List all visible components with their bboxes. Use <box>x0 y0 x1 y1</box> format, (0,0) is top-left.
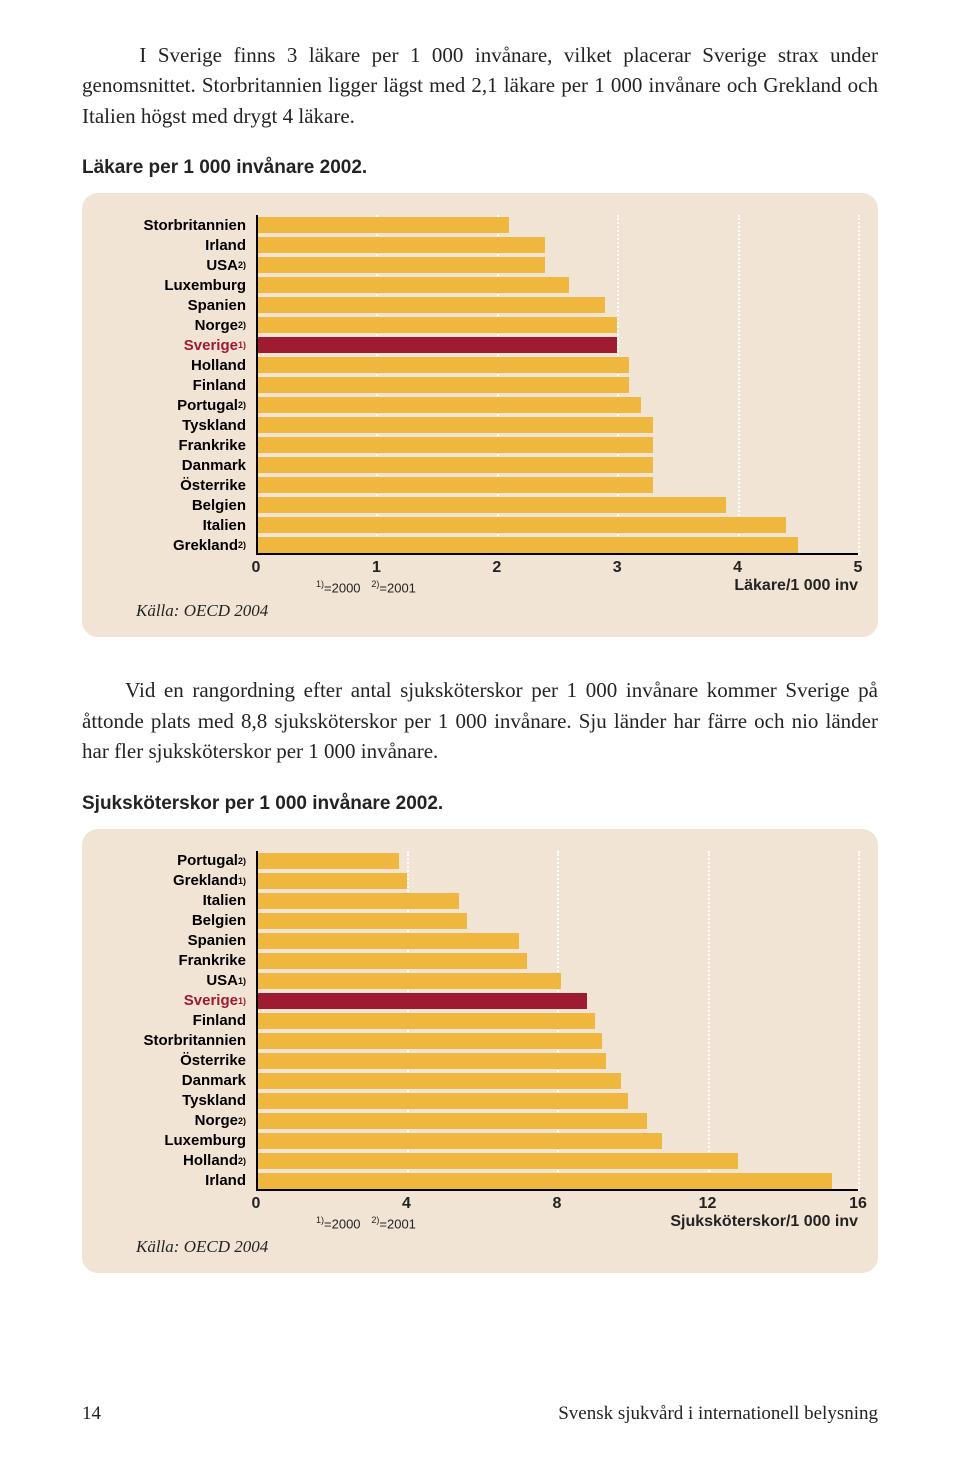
bar <box>256 457 653 473</box>
bar <box>256 933 519 949</box>
category-label: Holland <box>102 355 256 375</box>
category-label: Österrike <box>102 1051 256 1071</box>
chart2-panel: Portugal2)Grekland1)ItalienBelgienSpanie… <box>82 829 878 1273</box>
category-label: Tyskland <box>102 415 256 435</box>
category-label: Norge2) <box>102 315 256 335</box>
category-label: Sverige1) <box>102 335 256 355</box>
bar <box>256 537 798 553</box>
bar <box>256 1093 628 1109</box>
bar <box>256 953 527 969</box>
grid-line <box>858 851 860 1191</box>
category-label: Tyskland <box>102 1091 256 1111</box>
category-label: Luxemburg <box>102 1131 256 1151</box>
category-label: Irland <box>102 235 256 255</box>
bar <box>256 913 467 929</box>
category-label: Luxemburg <box>102 275 256 295</box>
intro-paragraph: I Sverige finns 3 läkare per 1 000 invån… <box>82 40 878 131</box>
category-label: Portugal2) <box>102 851 256 871</box>
category-label: Storbritannien <box>102 215 256 235</box>
category-label: USA2) <box>102 255 256 275</box>
bar <box>256 257 545 273</box>
bar <box>256 497 726 513</box>
bar <box>256 417 653 433</box>
bar <box>256 853 399 869</box>
bar <box>256 1153 738 1169</box>
category-label: Holland2) <box>102 1151 256 1171</box>
bar <box>256 437 653 453</box>
category-label: Finland <box>102 1011 256 1031</box>
chart-footnote: 1)=2000 2)=2001 <box>316 579 416 595</box>
category-label: Sverige1) <box>102 991 256 1011</box>
category-label: Norge2) <box>102 1111 256 1131</box>
page-footer: 14 Svensk sjukvård i internationell bely… <box>82 1403 878 1425</box>
category-label: Storbritannien <box>102 1031 256 1051</box>
bar <box>256 1053 606 1069</box>
category-label: Spanien <box>102 931 256 951</box>
bar <box>256 517 786 533</box>
chart-source: Källa: OECD 2004 <box>136 601 858 621</box>
footer-title: Svensk sjukvård i internationell belysni… <box>558 1403 878 1425</box>
category-label: Irland <box>102 1171 256 1191</box>
chart1-title: Läkare per 1 000 invånare 2002. <box>82 157 878 179</box>
category-label: Belgien <box>102 911 256 931</box>
bar <box>256 357 629 373</box>
bar <box>256 377 629 393</box>
bar <box>256 237 545 253</box>
category-label: Grekland1) <box>102 871 256 891</box>
chart-footnote: 1)=2000 2)=2001 <box>316 1215 416 1231</box>
bar <box>256 893 459 909</box>
bar <box>256 973 561 989</box>
y-axis-line <box>256 851 258 1191</box>
chart-source: Källa: OECD 2004 <box>136 1237 858 1257</box>
x-axis-title: Sjuksköterskor/1 000 inv <box>670 1213 858 1231</box>
x-axis-title: Läkare/1 000 inv <box>734 577 858 595</box>
category-label: Danmark <box>102 1071 256 1091</box>
bar <box>256 337 617 353</box>
bar <box>256 317 617 333</box>
bar <box>256 1113 647 1129</box>
category-label: Italien <box>102 515 256 535</box>
category-label: Grekland2) <box>102 535 256 555</box>
bar <box>256 1173 832 1189</box>
bar <box>256 873 407 889</box>
bar <box>256 217 509 233</box>
bar <box>256 1033 602 1049</box>
chart1-panel: StorbritannienIrlandUSA2)LuxemburgSpanie… <box>82 193 878 637</box>
category-label: Finland <box>102 375 256 395</box>
category-label: Frankrike <box>102 951 256 971</box>
bar <box>256 993 587 1009</box>
category-label: Österrike <box>102 475 256 495</box>
category-label: Danmark <box>102 455 256 475</box>
bar <box>256 477 653 493</box>
category-label: Italien <box>102 891 256 911</box>
bar <box>256 1013 595 1029</box>
mid-paragraph: Vid en rangordning efter antal sjuksköte… <box>82 675 878 766</box>
bar <box>256 1133 662 1149</box>
chart2-title: Sjuksköterskor per 1 000 invånare 2002. <box>82 793 878 815</box>
page-number: 14 <box>82 1403 101 1425</box>
category-label: Belgien <box>102 495 256 515</box>
bar <box>256 397 641 413</box>
category-label: USA1) <box>102 971 256 991</box>
bar <box>256 1073 621 1089</box>
grid-line <box>858 215 860 555</box>
category-label: Portugal2) <box>102 395 256 415</box>
category-label: Frankrike <box>102 435 256 455</box>
bar <box>256 277 569 293</box>
bar <box>256 297 605 313</box>
category-label: Spanien <box>102 295 256 315</box>
y-axis-line <box>256 215 258 555</box>
